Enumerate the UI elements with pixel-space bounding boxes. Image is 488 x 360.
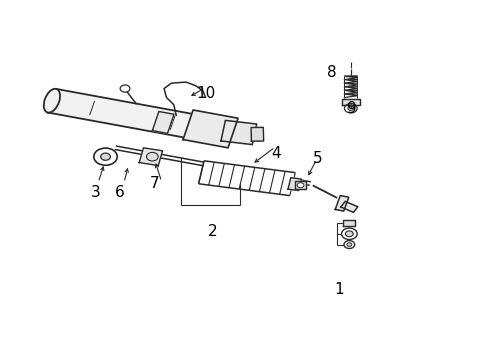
Text: 5: 5 [312, 151, 322, 166]
Polygon shape [221, 120, 256, 145]
Polygon shape [198, 161, 295, 195]
Polygon shape [343, 220, 355, 226]
Polygon shape [335, 195, 348, 211]
Text: 4: 4 [271, 145, 281, 161]
Text: 3: 3 [91, 185, 101, 200]
Circle shape [345, 231, 352, 237]
Polygon shape [183, 110, 238, 148]
Circle shape [341, 228, 356, 239]
Polygon shape [48, 89, 216, 142]
Text: 9: 9 [346, 101, 356, 116]
Polygon shape [340, 201, 357, 212]
Text: 1: 1 [334, 282, 344, 297]
Polygon shape [287, 178, 301, 190]
Text: 8: 8 [327, 65, 336, 80]
Text: 10: 10 [196, 86, 215, 102]
Text: 2: 2 [207, 225, 217, 239]
Polygon shape [152, 112, 174, 134]
Polygon shape [139, 148, 162, 166]
Circle shape [344, 104, 356, 113]
Circle shape [343, 240, 354, 248]
Circle shape [146, 152, 158, 161]
Polygon shape [341, 99, 359, 105]
Circle shape [346, 243, 351, 246]
Circle shape [101, 153, 110, 160]
Polygon shape [295, 181, 305, 189]
Circle shape [347, 106, 353, 111]
Circle shape [120, 85, 130, 92]
Text: 7: 7 [149, 176, 159, 191]
Circle shape [297, 183, 304, 188]
Polygon shape [251, 127, 263, 141]
Ellipse shape [44, 89, 60, 113]
Text: 6: 6 [115, 185, 125, 200]
Circle shape [94, 148, 117, 165]
